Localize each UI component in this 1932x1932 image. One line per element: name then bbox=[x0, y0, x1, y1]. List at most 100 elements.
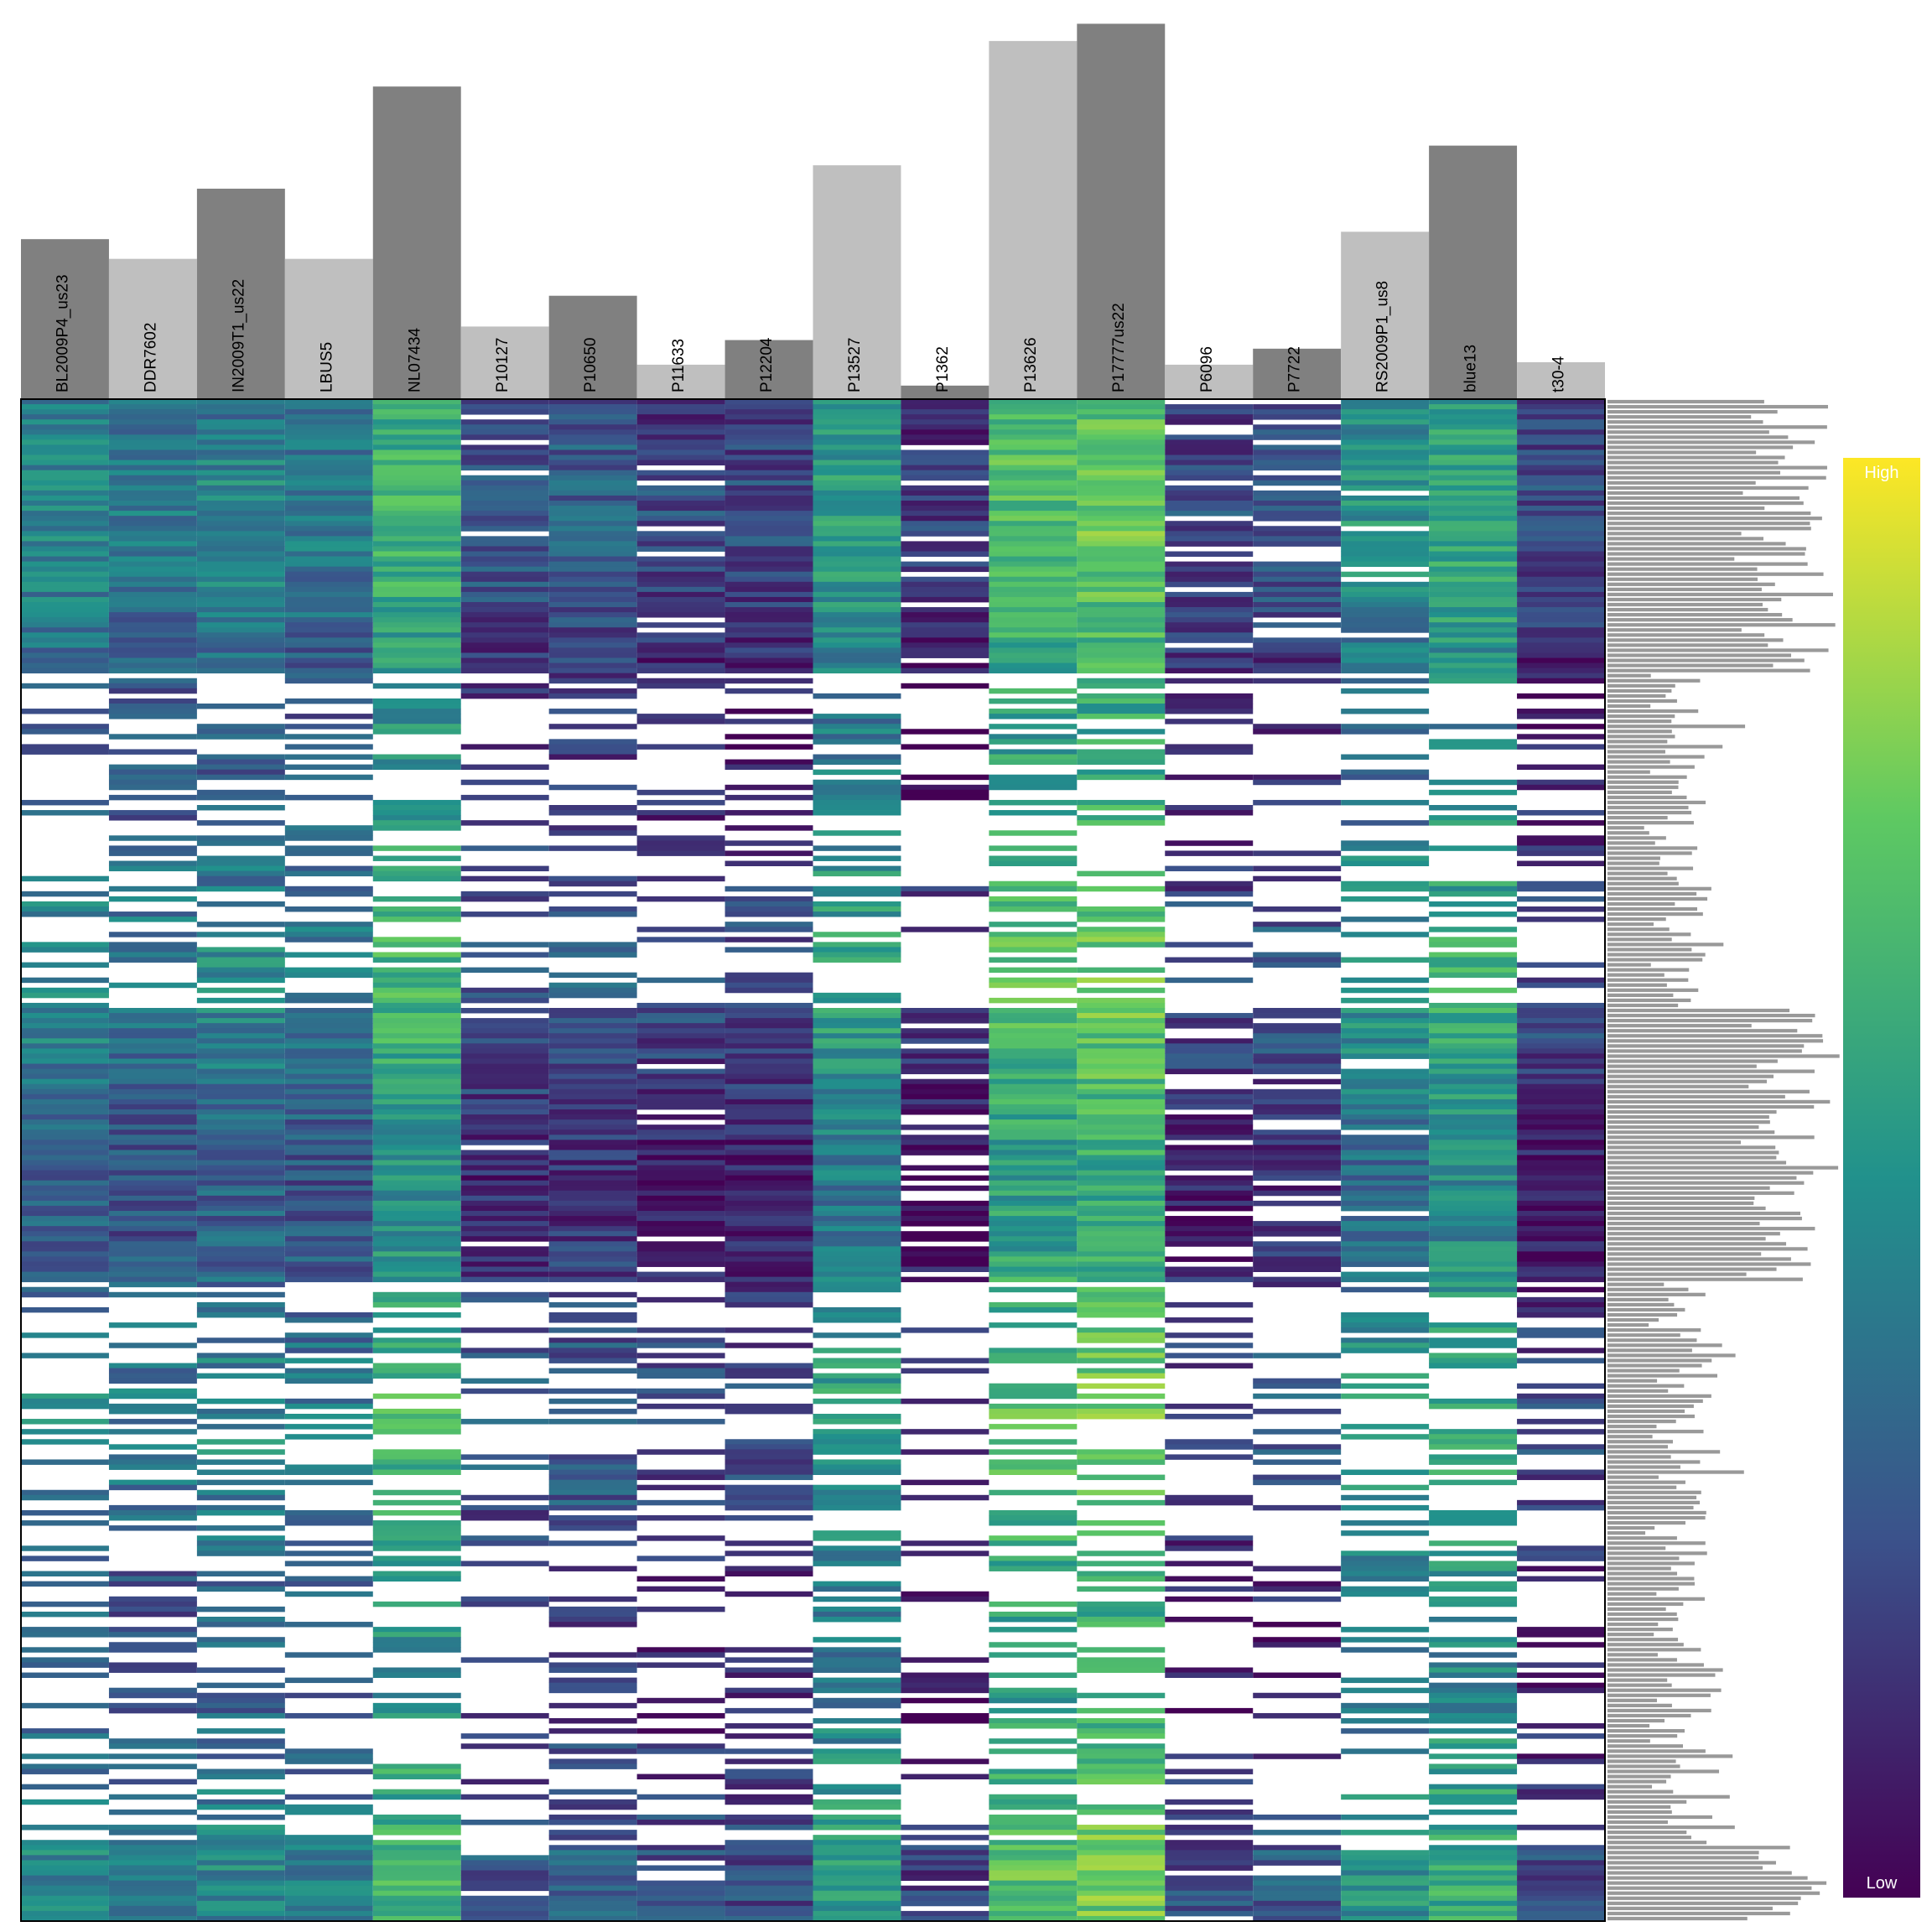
row-bar bbox=[1607, 1277, 1803, 1281]
heatmap-cell bbox=[901, 622, 989, 628]
heatmap-cell bbox=[1165, 1850, 1254, 1856]
column-bar-blue13 bbox=[1429, 145, 1518, 400]
heatmap-cell bbox=[1517, 1642, 1605, 1648]
heatmap-cell bbox=[989, 617, 1078, 623]
heatmap-cell bbox=[1429, 678, 1518, 684]
heatmap-cell bbox=[1517, 1028, 1605, 1034]
heatmap-cell bbox=[1165, 521, 1254, 527]
heatmap-cell bbox=[284, 1860, 373, 1866]
heatmap-cell bbox=[108, 749, 197, 755]
row-bar bbox=[1607, 1109, 1777, 1114]
row-bar bbox=[1607, 1287, 1689, 1291]
row-bar bbox=[1607, 1171, 1814, 1175]
row-bar bbox=[1607, 704, 1651, 709]
heatmap-cell bbox=[372, 541, 461, 547]
heatmap-cell bbox=[460, 1098, 549, 1105]
heatmap-cell bbox=[372, 501, 461, 506]
heatmap-cell bbox=[1253, 1251, 1342, 1257]
heatmap-cell bbox=[1341, 1910, 1430, 1917]
heatmap-cell bbox=[901, 1358, 989, 1363]
heatmap-cell bbox=[636, 531, 725, 537]
heatmap-cell bbox=[1077, 1905, 1166, 1912]
heatmap-cell bbox=[1517, 1180, 1605, 1187]
row-bar bbox=[1607, 1841, 1707, 1845]
heatmap-cell bbox=[1341, 414, 1430, 420]
heatmap-cell bbox=[1165, 576, 1254, 583]
heatmap-cell bbox=[1429, 1291, 1518, 1298]
heatmap-cell bbox=[813, 444, 901, 450]
row-bar bbox=[1607, 1206, 1766, 1211]
heatmap-cell bbox=[1253, 1088, 1342, 1095]
heatmap-cell bbox=[813, 952, 901, 958]
heatmap-cell bbox=[460, 1327, 549, 1333]
heatmap-cell bbox=[284, 1195, 373, 1202]
heatmap-cell bbox=[548, 1718, 637, 1724]
heatmap-cell bbox=[813, 637, 901, 643]
heatmap-cell bbox=[1517, 982, 1605, 989]
heatmap-cell bbox=[460, 1348, 549, 1353]
heatmap-cell bbox=[989, 1048, 1078, 1054]
heatmap-cell bbox=[1077, 870, 1166, 877]
heatmap-cell bbox=[813, 652, 901, 658]
heatmap-cell bbox=[1253, 1226, 1342, 1232]
heatmap-cell bbox=[1253, 1098, 1342, 1105]
heatmap-cell bbox=[724, 1692, 813, 1699]
row-bar bbox=[1607, 1201, 1754, 1206]
heatmap-cell bbox=[21, 1276, 109, 1283]
heatmap-cell bbox=[284, 1058, 373, 1064]
heatmap-cell bbox=[724, 1758, 813, 1764]
heatmap-cell bbox=[1077, 1180, 1166, 1187]
row-bar bbox=[1607, 1663, 1704, 1667]
heatmap-cell bbox=[196, 546, 285, 552]
heatmap-cell bbox=[1253, 1093, 1342, 1100]
heatmap-cell bbox=[989, 734, 1078, 740]
heatmap-cell bbox=[724, 1068, 813, 1075]
heatmap-cell bbox=[1341, 1013, 1430, 1019]
heatmap-cell bbox=[1429, 531, 1518, 537]
heatmap-cell bbox=[1517, 1256, 1605, 1262]
heatmap-cell bbox=[1429, 404, 1518, 410]
heatmap-cell bbox=[196, 1028, 285, 1034]
heatmap-cell bbox=[196, 1018, 285, 1024]
heatmap-cell bbox=[460, 1504, 549, 1511]
heatmap-cell bbox=[372, 662, 461, 669]
heatmap-cell bbox=[21, 475, 109, 481]
heatmap-cell bbox=[636, 1576, 725, 1582]
heatmap-cell bbox=[460, 1221, 549, 1227]
row-bar bbox=[1607, 557, 1735, 561]
heatmap-cell bbox=[989, 561, 1078, 568]
heatmap-cell bbox=[1517, 622, 1605, 628]
heatmap-cell bbox=[1429, 901, 1518, 907]
heatmap-cell bbox=[284, 414, 373, 420]
heatmap-cell bbox=[1077, 546, 1166, 552]
heatmap-cell bbox=[372, 404, 461, 410]
heatmap-cell bbox=[1429, 495, 1518, 501]
heatmap-cell bbox=[1341, 1424, 1430, 1430]
heatmap-cell bbox=[813, 607, 901, 613]
heatmap-cell bbox=[196, 1910, 285, 1917]
heatmap-cell bbox=[196, 1880, 285, 1887]
heatmap-cell bbox=[460, 1895, 549, 1902]
heatmap-cell bbox=[1429, 1190, 1518, 1197]
row-bar bbox=[1607, 1135, 1815, 1140]
heatmap-cell bbox=[1165, 942, 1254, 948]
heatmap-cell bbox=[284, 1850, 373, 1856]
heatmap-cell bbox=[813, 1890, 901, 1897]
heatmap-cell bbox=[460, 576, 549, 583]
heatmap-cell bbox=[548, 724, 637, 730]
heatmap-cell bbox=[989, 1697, 1078, 1704]
heatmap-cell bbox=[1253, 657, 1342, 663]
heatmap-cell bbox=[548, 906, 637, 912]
heatmap-cell bbox=[196, 1509, 285, 1516]
heatmap-cell bbox=[284, 546, 373, 552]
heatmap-cell bbox=[108, 470, 197, 476]
heatmap-cell bbox=[372, 1860, 461, 1866]
heatmap-cell bbox=[21, 596, 109, 603]
heatmap-cell bbox=[724, 1657, 813, 1663]
heatmap-cell bbox=[108, 815, 197, 821]
heatmap-cell bbox=[196, 652, 285, 658]
heatmap-cell bbox=[196, 1504, 285, 1511]
heatmap-cell bbox=[1341, 1256, 1430, 1262]
heatmap-cell bbox=[989, 501, 1078, 506]
heatmap-cell bbox=[284, 774, 373, 781]
